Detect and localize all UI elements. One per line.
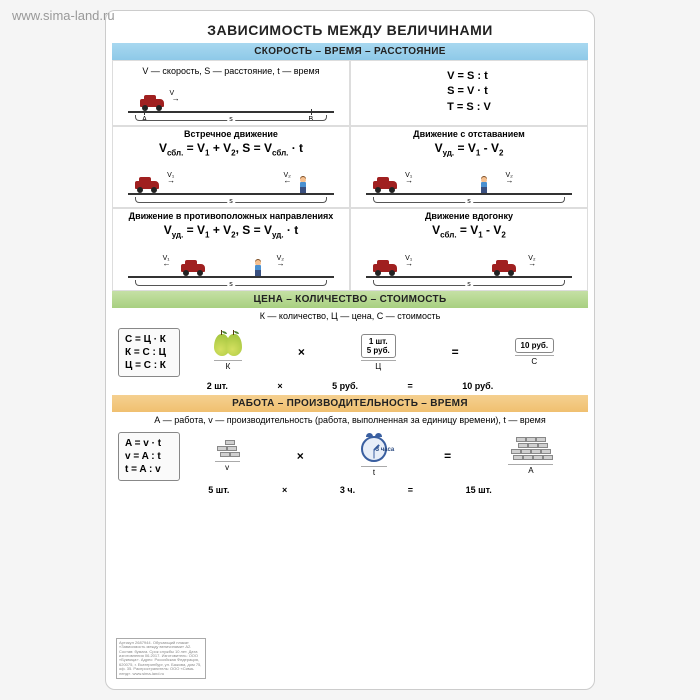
motion-title: Движение с отставанием bbox=[355, 129, 583, 139]
motion-cell-1: Движение с отставанием Vуд. = V1 - V2 → … bbox=[350, 126, 588, 208]
basic-left: V — скорость, S — расстояние, t — время … bbox=[112, 60, 350, 126]
motion-formula: Vуд. = V1 + V2, S = Vуд. · t bbox=[117, 223, 345, 239]
basic-right: V = S : t S = V · t T = S : V bbox=[350, 60, 588, 126]
pears-icon: К bbox=[214, 334, 242, 371]
formula-s: S = V · t bbox=[447, 84, 491, 99]
formula-v: V = S : t bbox=[447, 69, 491, 84]
motion-diagram: → V₁ ← V₂ s bbox=[117, 161, 345, 203]
car-icon bbox=[181, 262, 205, 276]
bricks-small-icon: v bbox=[215, 440, 240, 472]
section3-eqbox: A = v · t v = A : t t = A : v bbox=[118, 432, 180, 481]
v1-label: V₁ bbox=[405, 255, 412, 262]
times-op: × bbox=[298, 345, 305, 359]
person-icon bbox=[254, 260, 262, 276]
s-label: s bbox=[227, 198, 235, 205]
s-label: s bbox=[465, 281, 473, 288]
motion-cell-0: Встречное движение Vсбл. = V1 + V2, S = … bbox=[112, 126, 350, 208]
motion-cell-2: Движение в противоположных направлениях … bbox=[112, 208, 350, 290]
result-tag: 10 руб. С bbox=[515, 338, 555, 366]
motion-diagram: ← V₁ → V₂ s bbox=[117, 244, 345, 286]
s-label: s bbox=[227, 116, 235, 123]
fineprint: Артикул 2687944. Обучающий плакат «Завис… bbox=[116, 638, 206, 679]
car-icon bbox=[492, 262, 516, 276]
section2-values: 2 шт. × 5 руб. = 10 руб. bbox=[112, 381, 588, 395]
v2-label: V₂ bbox=[528, 255, 535, 262]
v-label: V bbox=[169, 90, 174, 97]
s-label: s bbox=[465, 198, 473, 205]
motion-formula: Vсбл. = V1 + V2, S = Vсбл. · t bbox=[117, 141, 345, 157]
section2-body: С = Ц · К К = С : Ц Ц = С : К К × 1 шт. … bbox=[112, 324, 588, 381]
equals-op-2: = bbox=[444, 449, 451, 463]
section3-body: A = v · t v = A : t t = A : v v × 3 часа… bbox=[112, 428, 588, 485]
v1-label: V₁ bbox=[167, 172, 174, 179]
motion-cell-3: Движение вдогонку Vсбл. = V1 - V2 → V₁ →… bbox=[350, 208, 588, 290]
clock-icon: 3 часа t bbox=[361, 436, 387, 477]
main-title: ЗАВИСИМОСТЬ МЕЖДУ ВЕЛИЧИНАМИ bbox=[112, 19, 588, 43]
motion-formula: Vуд. = V1 - V2 bbox=[355, 141, 583, 157]
section1-defs: V — скорость, S — расстояние, t — время bbox=[117, 63, 345, 79]
section3-values: 5 шт. × 3 ч. = 15 шт. bbox=[112, 485, 588, 499]
v2-label: V₂ bbox=[277, 255, 284, 262]
car-icon bbox=[373, 262, 397, 276]
car-icon bbox=[373, 179, 397, 193]
equals-op: = bbox=[452, 345, 459, 359]
section2-eqbox: С = Ц · К К = С : Ц Ц = С : К bbox=[118, 328, 180, 377]
motion-title: Движение вдогонку bbox=[355, 211, 583, 221]
section3-defs: А — работа, v — производительность (рабо… bbox=[112, 412, 588, 428]
section2-defs: К — количество, Ц — цена, С — стоимость bbox=[112, 308, 588, 324]
section3-band: РАБОТА – ПРОИЗВОДИТЕЛЬНОСТЬ – ВРЕМЯ bbox=[112, 395, 588, 412]
basic-diagram: → V A B s bbox=[117, 79, 345, 121]
v1-label: V₁ bbox=[405, 172, 412, 179]
v2-label: V₂ bbox=[505, 172, 512, 179]
motion-diagram: → V₁ → V₂ s bbox=[355, 244, 583, 286]
s-label: s bbox=[227, 281, 235, 288]
watermark: www.sima-land.ru bbox=[12, 8, 115, 23]
motion-formula: Vсбл. = V1 - V2 bbox=[355, 223, 583, 239]
car-icon bbox=[135, 179, 159, 193]
person-icon bbox=[299, 177, 307, 193]
v1-label: V₁ bbox=[163, 255, 170, 262]
poster: ЗАВИСИМОСТЬ МЕЖДУ ВЕЛИЧИНАМИ СКОРОСТЬ – … bbox=[105, 10, 595, 690]
times-op-2: × bbox=[297, 449, 304, 463]
v2-label: V₂ bbox=[283, 172, 290, 179]
section1-band: СКОРОСТЬ – ВРЕМЯ – РАССТОЯНИЕ bbox=[112, 43, 588, 60]
motion-title: Движение в противоположных направлениях bbox=[117, 211, 345, 221]
formula-t: T = S : V bbox=[447, 100, 491, 115]
motion-title: Встречное движение bbox=[117, 129, 345, 139]
section2-band: ЦЕНА – КОЛИЧЕСТВО – СТОИМОСТЬ bbox=[112, 291, 588, 308]
bricks-large-icon: A bbox=[508, 437, 553, 475]
person-icon bbox=[480, 177, 488, 193]
price-tag: 1 шт. 5 руб. Ц bbox=[361, 334, 396, 371]
motion-diagram: → V₁ → V₂ s bbox=[355, 161, 583, 203]
